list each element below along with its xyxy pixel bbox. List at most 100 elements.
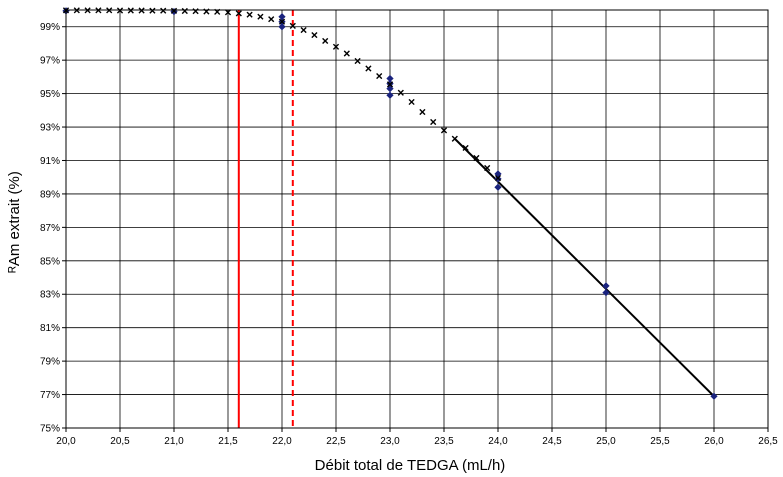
model-point — [386, 81, 394, 88]
model-point-stroke — [224, 9, 232, 16]
model-point-stroke — [397, 89, 404, 96]
model-point-stroke — [268, 16, 275, 23]
model-point — [181, 7, 188, 15]
model-point-stroke — [181, 7, 188, 15]
model-point — [235, 10, 242, 17]
model-point — [268, 16, 275, 23]
y-tick-label: 85% — [40, 256, 60, 267]
model-point-stroke — [257, 13, 264, 20]
y-tick-label: 81% — [40, 323, 60, 334]
y-tick-label: 95% — [40, 89, 60, 100]
model-point — [116, 7, 124, 14]
x-tick-label: 26,5 — [758, 436, 778, 447]
model-point-stroke — [322, 37, 329, 45]
x-tick-label: 21,5 — [218, 436, 238, 447]
model-point — [127, 7, 134, 14]
model-point — [419, 108, 426, 116]
y-tick-label: 79% — [40, 357, 60, 368]
x-tick-label: 23,0 — [380, 436, 400, 447]
x-tick-label: 25,0 — [596, 436, 616, 447]
x-tick-label: 20,0 — [56, 436, 76, 447]
model-point-stroke — [440, 127, 448, 134]
model-point — [300, 26, 307, 34]
model-point — [138, 7, 145, 14]
model-point — [289, 22, 296, 29]
model-point — [473, 154, 480, 162]
model-point-stroke — [235, 10, 242, 17]
measured-point — [494, 183, 502, 191]
model-point-stroke — [289, 22, 296, 29]
model-point-stroke — [160, 7, 167, 14]
model-point — [462, 144, 469, 152]
model-point — [257, 13, 264, 20]
model-point-stroke — [451, 135, 458, 142]
model-point-stroke — [365, 65, 372, 72]
model-point-stroke — [138, 7, 145, 14]
model-point — [170, 7, 178, 14]
x-axis-title: Débit total de TEDGA (mL/h) — [315, 457, 506, 474]
model-point-stroke — [192, 8, 199, 15]
model-point — [440, 127, 448, 134]
x-tick-label: 21,0 — [164, 436, 184, 447]
reference-lines — [237, 10, 294, 428]
model-point — [451, 135, 458, 142]
model-point-stroke — [386, 81, 394, 88]
measured-point — [710, 392, 718, 400]
axis-layer: 75% 77% 79% 81% 83% 85% 87% 89% 91% 93% 95% 97% 99% 2… — [40, 9, 778, 447]
y-tick-label: 91% — [40, 156, 60, 167]
model-point — [332, 43, 340, 50]
x-tick-label: 24,5 — [542, 436, 562, 447]
model-point — [311, 31, 318, 39]
model-point-stroke — [462, 144, 469, 152]
model-point — [408, 98, 415, 106]
y-tick-label: 89% — [40, 189, 60, 200]
fit-line — [454, 138, 715, 397]
model-point-stroke — [300, 26, 307, 34]
model-point-stroke — [430, 118, 437, 126]
measured-point — [602, 288, 610, 297]
model-point — [343, 50, 350, 57]
model-point-stroke — [494, 174, 502, 182]
measured-point — [386, 91, 394, 99]
model-point-stroke — [376, 72, 383, 80]
model-point — [160, 7, 167, 14]
x-tick-label: 26,0 — [704, 436, 724, 447]
model-point-stroke — [332, 43, 340, 50]
model-point-stroke — [116, 7, 124, 14]
x-tick-label: 25,5 — [650, 436, 670, 447]
x-tick-label: 23,5 — [434, 436, 454, 447]
y-axis-title: ᴿAm extrait (%) — [6, 171, 23, 273]
y-tick-label: 93% — [40, 123, 60, 134]
model-point-stroke — [408, 98, 415, 106]
y-tick-label: 75% — [40, 424, 60, 435]
model-point-stroke — [127, 7, 134, 14]
y-tick-label: 77% — [40, 390, 60, 401]
model-point-stroke — [473, 154, 480, 162]
fit-line-layer — [454, 138, 715, 397]
plot-frame — [65, 9, 769, 429]
model-point-stroke — [311, 31, 318, 39]
model-point — [494, 174, 502, 182]
model-point-stroke — [343, 50, 350, 57]
x-tick-label: 22,0 — [272, 436, 292, 447]
y-tick-label: 97% — [40, 56, 60, 67]
x-tick-label: 22,5 — [326, 436, 346, 447]
model-point — [192, 8, 199, 15]
model-point — [365, 65, 372, 72]
model-point-stroke — [419, 108, 426, 116]
y-tick-label: 99% — [40, 22, 60, 33]
model-point — [278, 18, 286, 25]
measured-point — [278, 23, 286, 31]
model-point-stroke — [170, 7, 178, 14]
model-point-stroke — [484, 164, 491, 172]
x-tick-label: 24,0 — [488, 436, 508, 447]
model-point — [322, 37, 329, 45]
model-point — [224, 9, 232, 16]
model-point-stroke — [354, 57, 361, 65]
y-tick-label: 83% — [40, 290, 60, 301]
x-tick-label: 20,5 — [110, 436, 130, 447]
model-point — [430, 118, 437, 126]
model-point — [376, 72, 383, 80]
points-layer — [62, 7, 718, 400]
